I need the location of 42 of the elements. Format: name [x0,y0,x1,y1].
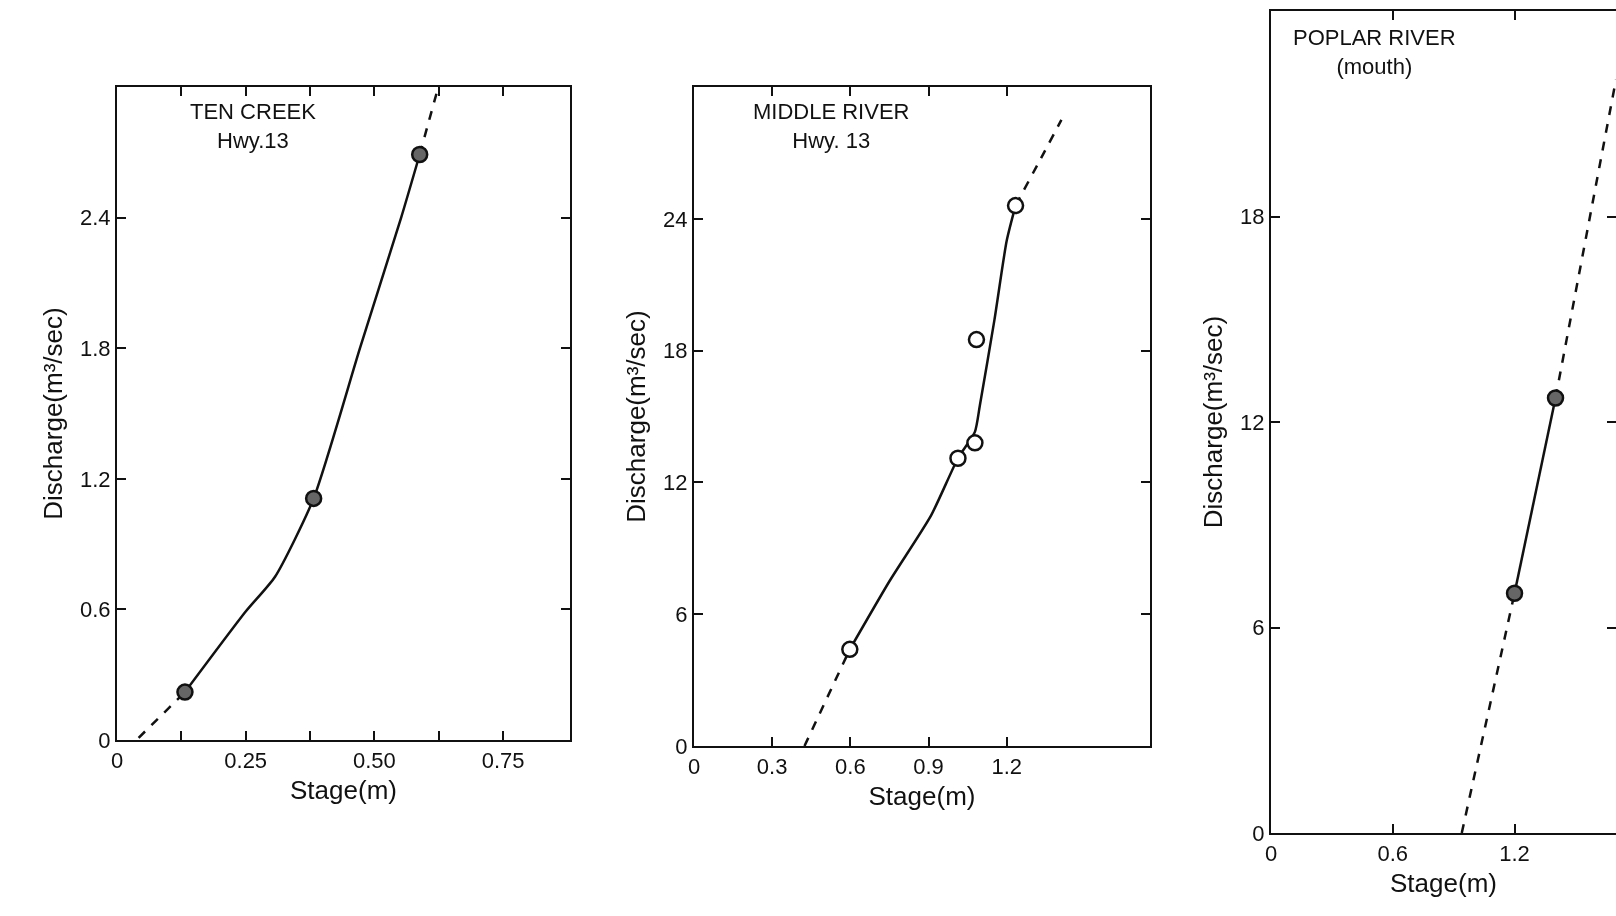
point [176,683,194,701]
x-tick-label: 0.50 [352,748,396,774]
text: POPLAR RIVER [1293,25,1456,50]
x-tick-label: 0.6 [1377,841,1409,867]
y-axis-title: Discharge(m³/sec) [37,307,68,520]
text: TEN CREEK [190,99,317,124]
y-tick-label: 0 [98,727,111,753]
y-tick-label: 24 [663,206,688,232]
y-tick-label: 6 [1252,615,1265,641]
y-tick-label: 1.2 [80,466,111,492]
x-axis-title: Stage(m) [1390,867,1497,898]
x-tick-label: 1.2 [1499,841,1530,867]
text: (mouth) [1336,53,1413,79]
point [949,449,967,467]
y-tick-label: 1.8 [80,335,111,361]
x-tick-label: 0.9 [913,754,944,780]
point [410,145,429,164]
x-tick-label: 0.6 [835,754,866,780]
x-tick-label: 1.2 [991,754,1022,780]
y-tick-label: 6 [675,601,688,627]
x-tick-label: 0.75 [481,748,525,774]
point [967,330,986,349]
y-tick-label: 2.4 [80,205,111,231]
y-tick-label: 18 [663,338,688,364]
point [966,434,984,452]
x-tick-label: 0.25 [224,748,268,774]
y-tick-label: 12 [663,470,688,496]
y-tick-label: 18 [1240,204,1265,230]
x-tick-label: 0.3 [756,754,788,780]
text: MIDDLE RIVER [753,99,910,124]
point [304,489,323,508]
y-tick-label: 0 [1252,820,1265,846]
point [1006,196,1025,215]
y-tick-label: 0.6 [80,597,111,623]
point [841,640,859,659]
y-axis-title: Discharge(m³/sec) [1198,315,1229,529]
y-axis-title: Discharge(m³/sec) [621,310,652,523]
y-tick-label: 12 [1240,409,1265,435]
text: Hwy. 13 [792,127,871,153]
text: Hwy.13 [217,127,289,153]
x-axis-title: Stage(m) [290,774,397,805]
x-axis-title: Stage(m) [868,780,976,811]
